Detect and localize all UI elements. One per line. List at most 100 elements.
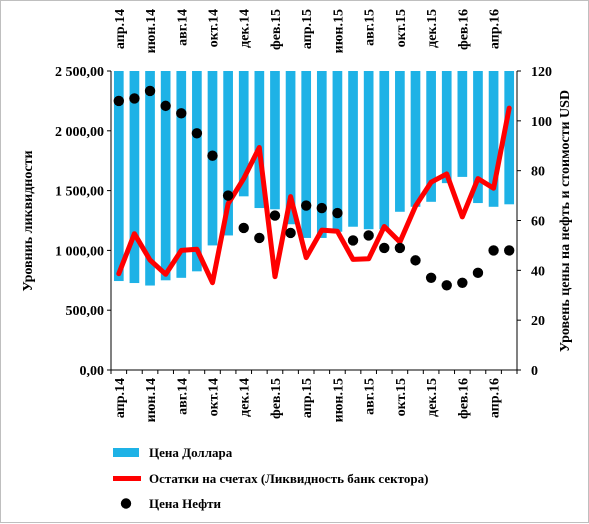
- x-bottom-tick-label: апр.15: [300, 378, 315, 418]
- oil-point: [285, 227, 296, 239]
- legend-dot-swatch: [120, 498, 132, 509]
- bar: [145, 71, 155, 286]
- oil-point: [503, 245, 515, 256]
- y-right-tick-label: 20: [531, 314, 545, 329]
- oil-point: [457, 277, 468, 288]
- y-right-tick-label: 100: [531, 115, 552, 130]
- legend-label: Цена Нефти: [149, 496, 222, 511]
- oil-point: [238, 222, 249, 234]
- oil-point: [129, 93, 140, 104]
- axes: 0,00 500,00 1 000,00 1 500,00 2 000,00 2 500,…: [55, 9, 552, 422]
- x-top-tick-label: окт.14: [207, 9, 222, 47]
- x-top-tick-label: дек.14: [238, 9, 253, 48]
- oil-point: [410, 255, 421, 266]
- y-axis-right-title: Уровень цены на нефть и стоимости USD: [558, 90, 573, 352]
- bar: [160, 71, 171, 281]
- oil-point: [176, 108, 187, 119]
- x-bottom-tick-label: авг.14: [175, 378, 190, 415]
- x-bottom-tick-label: дек.14: [238, 378, 253, 417]
- x-bottom-tick-label: июн.15: [331, 378, 346, 422]
- x-bottom-tick-label: окт.14: [207, 378, 222, 416]
- oil-point: [160, 100, 171, 112]
- x-top-tick-label: апр.15: [300, 9, 315, 49]
- dollar-bars: [113, 71, 515, 286]
- oil-point: [425, 272, 437, 284]
- y-left-tick-label: 500,00: [66, 304, 105, 319]
- y-left-tick-label: 1 000,00: [55, 244, 104, 259]
- bar: [363, 71, 374, 230]
- bar: [316, 71, 327, 238]
- oil-point: [300, 200, 312, 211]
- y-right-tick-label: 0: [531, 364, 538, 379]
- x-bottom-tick-label: дек.15: [425, 378, 440, 417]
- y-left-tick-label: 2 500,00: [55, 65, 104, 80]
- x-bottom-tick-label: фев.15: [269, 378, 284, 419]
- oil-point: [472, 267, 484, 279]
- y-right-tick-label: 80: [531, 165, 545, 180]
- bar: [473, 71, 483, 204]
- y-right-tick-label: 40: [531, 264, 545, 279]
- x-top-tick-label: апр.16: [488, 9, 503, 49]
- bar: [488, 71, 499, 207]
- x-bottom-tick-label: апр.16: [488, 378, 503, 418]
- oil-point: [379, 242, 390, 254]
- x-top-tick-label: окт.15: [394, 9, 409, 47]
- x-top-tick-label: июн.15: [331, 9, 346, 53]
- y-left-tick-label: 1 500,00: [55, 185, 104, 200]
- bar: [129, 71, 140, 284]
- liquidity-series-line: [116, 105, 512, 286]
- x-top-tick-label: дек.15: [425, 9, 440, 48]
- oil-point: [269, 210, 281, 221]
- x-top-tick-label: фев.15: [269, 9, 284, 50]
- bar: [426, 71, 436, 202]
- x-top-tick-label: авг.15: [363, 9, 378, 46]
- oil-point: [332, 207, 343, 219]
- y-axis-left-title: Уровниь ликвидности: [21, 150, 36, 291]
- oil-point: [254, 232, 265, 244]
- bar: [379, 71, 390, 230]
- x-bottom-tick-label: июн.14: [144, 378, 159, 422]
- x-bottom-tick-label: окт.15: [394, 378, 409, 416]
- oil-point: [441, 280, 452, 291]
- y-left-tick-label: 2 000,00: [55, 125, 104, 140]
- bar: [504, 71, 515, 205]
- bar: [223, 71, 233, 236]
- bar: [332, 71, 343, 232]
- bar: [176, 71, 187, 278]
- x-top-tick-label: авг.14: [175, 9, 190, 46]
- bar: [113, 71, 124, 282]
- x-top-tick-label: апр.14: [113, 9, 128, 49]
- bar: [395, 71, 405, 212]
- oil-dots: [113, 85, 515, 291]
- legend-label: Остатки на счетах (Ликвидность банк сект…: [149, 471, 428, 486]
- bar: [441, 71, 452, 184]
- legend: Цена Доллара Остатки на счетах (Ликвиднос…: [113, 445, 428, 511]
- x-top-tick-label: фев.16: [456, 9, 471, 50]
- oil-point: [191, 128, 203, 139]
- oil-point: [144, 85, 156, 97]
- oil-point: [394, 242, 406, 254]
- bar: [270, 71, 280, 210]
- oil-point: [222, 190, 234, 201]
- x-top-tick-label: июн.14: [144, 9, 159, 53]
- x-bottom-tick-label: авг.15: [363, 378, 378, 415]
- oil-point: [363, 230, 374, 241]
- y-right-tick-label: 60: [531, 215, 545, 230]
- x-bottom-tick-label: апр.14: [113, 378, 128, 418]
- legend-label: Цена Доллара: [149, 445, 233, 460]
- bar: [348, 71, 358, 227]
- legend-bar-swatch: [113, 448, 139, 457]
- oil-point: [316, 202, 328, 214]
- oil-point: [488, 245, 499, 256]
- oil-point: [347, 235, 359, 246]
- oil-point: [113, 95, 125, 107]
- bar: [457, 71, 468, 177]
- y-right-tick-label: 120: [531, 65, 552, 80]
- bar: [285, 71, 296, 225]
- bar: [238, 71, 249, 197]
- bar: [192, 71, 202, 272]
- y-left-tick-label: 0,00: [80, 364, 105, 379]
- bar: [301, 71, 312, 238]
